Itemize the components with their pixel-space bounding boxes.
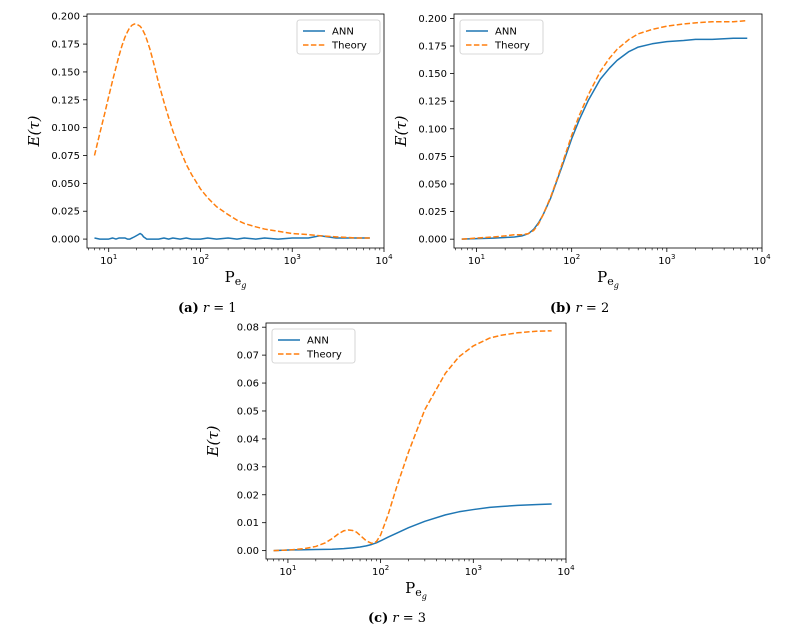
x-tick-label: 102 bbox=[192, 253, 209, 267]
x-tick-label: 104 bbox=[557, 564, 575, 578]
chart-b-group: 0.000 0.025 0.050 0.075 0.100 0.125 0.150 0.175… bbox=[392, 13, 771, 290]
x-tick-label: 103 bbox=[284, 253, 301, 267]
x-tick-label: 101 bbox=[468, 253, 485, 267]
y-tick-label: 0.000 bbox=[51, 235, 80, 246]
caption-b-variable: r bbox=[575, 301, 582, 316]
x-tick-label: 104 bbox=[753, 253, 771, 267]
y-axis-label: E(τ) bbox=[204, 425, 222, 457]
y-tick-label: 0.100 bbox=[418, 124, 447, 135]
y-tick-label: 0.050 bbox=[418, 179, 447, 190]
series-line-ann bbox=[461, 37, 748, 240]
y-tick-label: 0.100 bbox=[51, 123, 80, 134]
x-tick-label: 102 bbox=[563, 253, 580, 267]
y-tick-label: 0.200 bbox=[51, 12, 80, 23]
y-tick-label: 0.07 bbox=[237, 351, 259, 362]
caption-c-variable: r bbox=[392, 611, 399, 626]
y-tick-label: 0.05 bbox=[237, 406, 259, 417]
x-tick-label: 104 bbox=[375, 253, 393, 267]
legend: ANN Theory bbox=[296, 19, 381, 55]
y-axis-label: E(τ) bbox=[25, 115, 43, 147]
caption-b-equals: = bbox=[581, 301, 601, 316]
y-axis-label: E(τ) bbox=[392, 115, 410, 147]
series-line-ann bbox=[94, 232, 370, 240]
y-tick-label: 0.000 bbox=[418, 235, 447, 246]
x-axis-label: Peg bbox=[597, 268, 619, 290]
y-tick-label: 0.04 bbox=[237, 434, 259, 445]
y-tick-label: 0.025 bbox=[51, 207, 80, 218]
chart-a-group: 0.000 0.025 0.050 0.075 0.100 0.125 0.150 0.175… bbox=[25, 12, 393, 290]
series-line-theory bbox=[273, 330, 552, 552]
x-tick-label: 103 bbox=[465, 564, 482, 578]
x-axis-label: Peg bbox=[405, 579, 427, 601]
caption-c-equals: = bbox=[398, 611, 418, 626]
series-line-ann bbox=[273, 503, 552, 552]
y-tick-label: 0.125 bbox=[418, 97, 447, 108]
y-tick-label: 0.06 bbox=[237, 379, 259, 390]
x-tick-label: 101 bbox=[100, 253, 117, 267]
y-tick-label: 0.03 bbox=[237, 462, 259, 473]
caption-a-letter: (a) bbox=[178, 301, 199, 316]
y-tick-label: 0.150 bbox=[51, 67, 80, 78]
y-tick-label: 0.125 bbox=[51, 95, 80, 106]
caption-a-value: 1 bbox=[228, 301, 237, 316]
legend-label-ann: ANN bbox=[495, 27, 517, 38]
x-tick-label: 101 bbox=[279, 564, 296, 578]
chart-c-group: 0.00 0.01 0.02 0.03 0.04 0.05 0.06 0.07 0.08 101 1… bbox=[204, 322, 575, 601]
caption-c-letter: (c) bbox=[368, 611, 389, 626]
plot-frame bbox=[86, 13, 385, 249]
legend-label-ann: ANN bbox=[307, 336, 329, 347]
caption-b-letter: (b) bbox=[550, 301, 572, 316]
y-tick-label: 0.200 bbox=[418, 14, 447, 25]
y-tick-label: 0.02 bbox=[237, 490, 259, 501]
legend-label-theory: Theory bbox=[306, 350, 342, 361]
legend-label-ann: ANN bbox=[332, 27, 354, 38]
plot-frame bbox=[265, 322, 567, 560]
x-axis-label: Peg bbox=[225, 268, 247, 290]
legend-box bbox=[271, 328, 356, 364]
x-tick-label: 103 bbox=[658, 253, 675, 267]
y-tick-label: 0.075 bbox=[51, 151, 80, 162]
legend-label-theory: Theory bbox=[331, 41, 367, 52]
legend: ANN Theory bbox=[271, 328, 356, 364]
series-line-theory bbox=[93, 23, 370, 239]
caption-c: (c) r = 3 bbox=[368, 611, 426, 626]
y-tick-label: 0.025 bbox=[418, 207, 447, 218]
y-tick-label: 0.08 bbox=[237, 323, 259, 334]
legend-label-theory: Theory bbox=[494, 41, 530, 52]
y-tick-label: 0.075 bbox=[418, 152, 447, 163]
caption-b-value: 2 bbox=[600, 301, 610, 316]
y-tick-label: 0.01 bbox=[237, 518, 259, 529]
y-tick-label: 0.050 bbox=[51, 179, 80, 190]
caption-a: (a) r = 1 bbox=[178, 301, 237, 316]
caption-a-variable: r bbox=[202, 301, 210, 316]
series-line-theory bbox=[461, 19, 748, 240]
y-tick-label: 0.150 bbox=[418, 69, 447, 80]
caption-c-value: 3 bbox=[417, 611, 427, 626]
plot-frame bbox=[453, 13, 763, 249]
legend-box bbox=[459, 19, 544, 55]
x-tick-label: 102 bbox=[372, 564, 389, 578]
caption-b: (b) r = 2 bbox=[550, 301, 609, 316]
y-tick-label: 0.175 bbox=[418, 42, 447, 53]
legend-box bbox=[296, 19, 381, 55]
caption-a-equals: = bbox=[209, 301, 229, 316]
y-tick-label: 0.175 bbox=[51, 40, 80, 51]
y-tick-label: 0.00 bbox=[237, 546, 259, 557]
legend: ANN Theory bbox=[459, 19, 544, 55]
